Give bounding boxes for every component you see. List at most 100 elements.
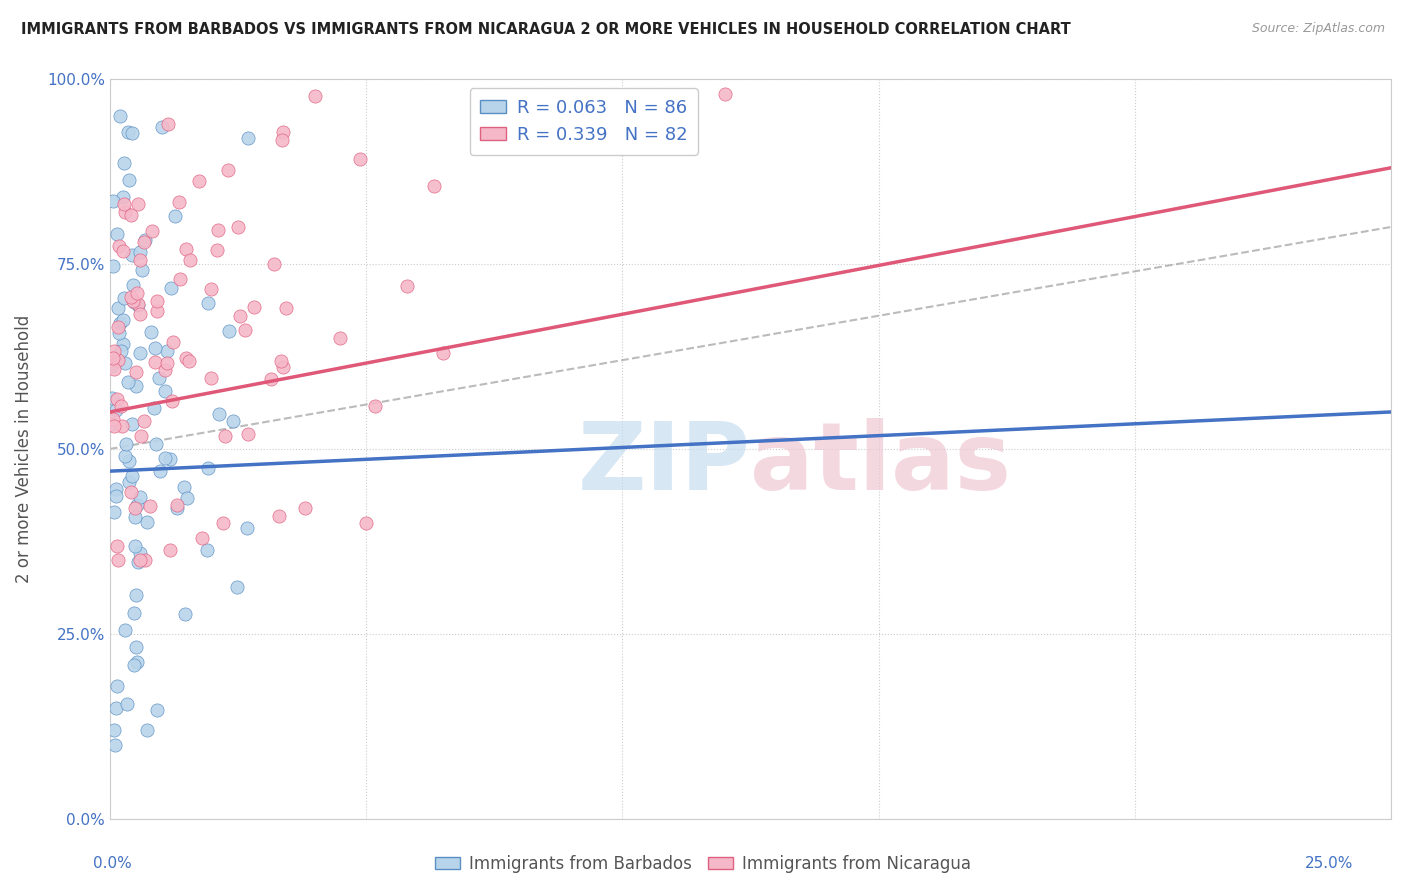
Text: ZIP: ZIP [578, 417, 751, 509]
Point [267, 508, 290, 523]
Point [129, 553, 152, 567]
Point [136, 515, 159, 529]
Point [145, 437, 167, 451]
Point [110, 109, 132, 123]
Point [101, 260, 124, 274]
Point [121, 126, 143, 140]
Point [271, 133, 294, 147]
Point [139, 326, 162, 340]
Point [174, 351, 197, 365]
Point [121, 468, 143, 483]
Point [111, 190, 134, 204]
Point [127, 498, 149, 512]
Point [124, 510, 146, 524]
Point [118, 475, 141, 489]
Point [103, 723, 125, 738]
Point [129, 346, 152, 360]
Point [108, 326, 131, 340]
Point [120, 290, 142, 304]
Point [100, 359, 122, 373]
Point [179, 354, 201, 368]
Point [104, 701, 127, 715]
Point [218, 324, 240, 338]
Point [132, 414, 155, 428]
Point [422, 178, 444, 193]
Point [207, 244, 229, 258]
Point [138, 500, 160, 514]
Point [101, 194, 124, 208]
Point [134, 233, 156, 247]
Point [114, 205, 136, 219]
Point [159, 451, 181, 466]
Point [118, 172, 141, 186]
Point [110, 400, 132, 414]
Point [129, 490, 152, 504]
Point [163, 209, 186, 223]
Point [117, 375, 139, 389]
Point [236, 131, 259, 145]
Text: atlas: atlas [751, 417, 1011, 509]
Point [115, 697, 138, 711]
Point [114, 623, 136, 637]
Point [149, 464, 172, 478]
Point [153, 363, 176, 377]
Point [124, 294, 146, 309]
Point [100, 417, 122, 432]
Point [114, 436, 136, 450]
Point [114, 450, 136, 464]
Point [146, 293, 169, 308]
Point [103, 419, 125, 434]
Point [162, 394, 184, 409]
Point [121, 208, 143, 222]
Point [259, 372, 281, 386]
Point [195, 542, 218, 557]
Text: 0.0%: 0.0% [93, 856, 132, 871]
Point [191, 531, 214, 545]
Point [713, 87, 735, 101]
Point [101, 412, 124, 426]
Point [108, 239, 131, 253]
Point [121, 417, 143, 432]
Point [226, 219, 249, 234]
Point [107, 319, 129, 334]
Point [153, 384, 176, 398]
Point [129, 546, 152, 560]
Point [118, 454, 141, 468]
Point [166, 498, 188, 512]
Point [187, 174, 209, 188]
Point [146, 304, 169, 318]
Point [105, 392, 128, 406]
Point [174, 607, 197, 622]
Point [134, 553, 156, 567]
Point [432, 345, 454, 359]
Point [207, 222, 229, 236]
Point [111, 313, 134, 327]
Point [112, 292, 135, 306]
Point [211, 516, 233, 530]
Point [103, 344, 125, 359]
Point [107, 301, 129, 316]
Point [226, 581, 249, 595]
Point [156, 356, 179, 370]
Point [156, 117, 179, 131]
Legend: Immigrants from Barbados, Immigrants from Nicaragua: Immigrants from Barbados, Immigrants fro… [429, 848, 977, 880]
Point [160, 281, 183, 295]
Text: 25.0%: 25.0% [1305, 856, 1353, 871]
Point [125, 379, 148, 393]
Point [124, 640, 146, 654]
Point [125, 286, 148, 301]
Point [294, 501, 316, 516]
Point [197, 460, 219, 475]
Point [127, 297, 149, 311]
Point [129, 245, 152, 260]
Point [150, 120, 173, 135]
Point [229, 310, 252, 324]
Point [233, 323, 256, 337]
Point [236, 521, 259, 535]
Point [174, 242, 197, 256]
Point [111, 337, 134, 351]
Point [134, 235, 156, 250]
Point [214, 429, 236, 443]
Point [117, 125, 139, 139]
Legend: R = 0.063   N = 86, R = 0.339   N = 82: R = 0.063 N = 86, R = 0.339 N = 82 [470, 88, 697, 154]
